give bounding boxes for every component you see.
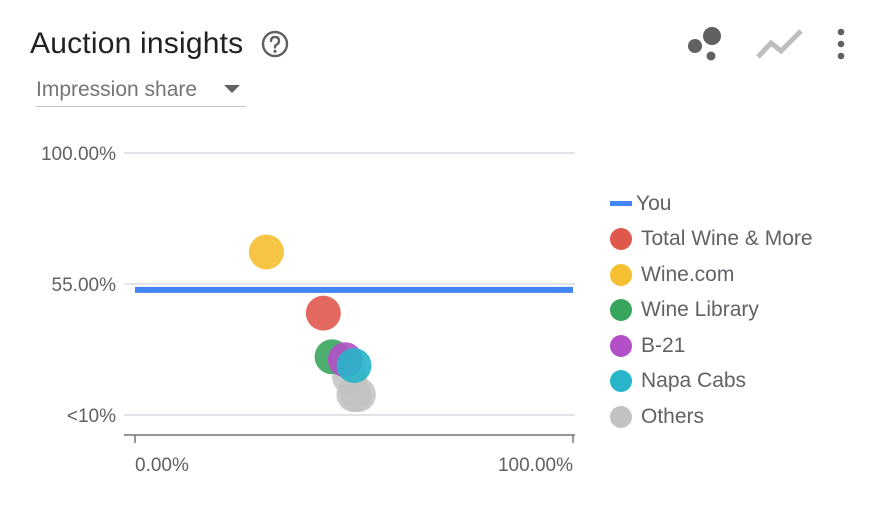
help-circle-icon[interactable] bbox=[261, 30, 289, 58]
data-point bbox=[340, 377, 376, 413]
x-tick-label: 100.00% bbox=[498, 455, 573, 476]
y-tick-label: 55.00% bbox=[52, 275, 117, 296]
x-tick-label: 0.00% bbox=[135, 455, 189, 476]
legend-label: Wine.com bbox=[641, 262, 735, 286]
metric-dropdown-label: Impression share bbox=[36, 78, 198, 101]
legend-item[interactable]: Wine Library bbox=[610, 293, 813, 329]
legend-item[interactable]: You bbox=[610, 186, 813, 222]
metric-dropdown[interactable]: Impression share bbox=[36, 74, 246, 107]
y-tick-label: 100.00% bbox=[41, 144, 116, 165]
legend-label: Wine Library bbox=[641, 298, 759, 322]
legend-dot-swatch bbox=[610, 405, 632, 428]
legend-dot-swatch bbox=[610, 370, 632, 393]
chevron-down-icon bbox=[224, 85, 240, 93]
page-title: Auction insights bbox=[30, 27, 244, 60]
data-point bbox=[305, 295, 341, 331]
legend-label: Total Wine & More bbox=[641, 227, 813, 251]
chart-toolbar bbox=[683, 20, 849, 69]
legend-dot-swatch bbox=[610, 334, 632, 357]
legend-label: You bbox=[636, 191, 672, 215]
legend-label: Others bbox=[641, 404, 705, 428]
y-tick-label: <10% bbox=[67, 406, 116, 427]
data-point bbox=[336, 348, 372, 384]
legend-label: B-21 bbox=[641, 333, 686, 357]
legend-item[interactable]: Napa Cabs bbox=[610, 364, 813, 400]
legend-dot-swatch bbox=[610, 299, 632, 322]
legend-item[interactable]: Wine.com bbox=[610, 257, 813, 293]
scatter-chart-icon[interactable] bbox=[683, 20, 727, 69]
data-point bbox=[248, 234, 284, 270]
legend-item[interactable]: Others bbox=[610, 399, 813, 435]
legend-label: Napa Cabs bbox=[641, 369, 747, 393]
legend-line-swatch bbox=[610, 201, 632, 207]
legend-dot-swatch bbox=[610, 228, 632, 251]
header: Auction insights bbox=[30, 22, 289, 66]
legend-dot-swatch bbox=[610, 263, 632, 286]
more-vert-icon[interactable] bbox=[833, 20, 849, 69]
legend-item[interactable]: Total Wine & More bbox=[610, 222, 813, 258]
line-chart-icon[interactable] bbox=[755, 20, 805, 69]
chart-legend: You Total Wine & More Wine.com Wine Library… bbox=[610, 186, 813, 435]
legend-item[interactable]: B-21 bbox=[610, 328, 813, 364]
